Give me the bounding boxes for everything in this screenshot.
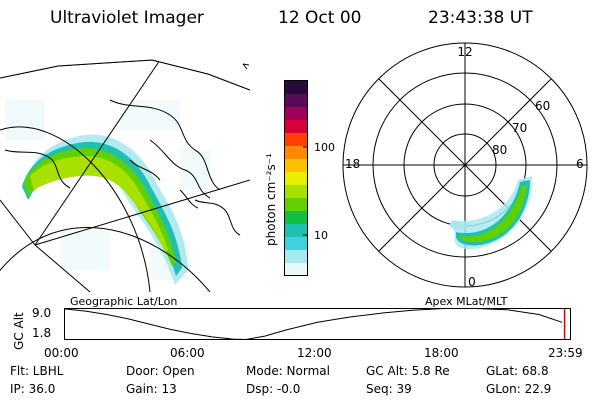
aurora-band-mid	[22, 141, 182, 276]
aurora-spot	[450, 221, 466, 229]
geographic-aurora-image	[0, 59, 250, 292]
mlt-label-0: 0	[468, 275, 476, 289]
colorbar-segment	[285, 237, 307, 251]
colorbar-unit-label: photon cm⁻²s⁻¹	[264, 153, 278, 246]
colorbar-segment	[285, 172, 307, 186]
colorbar-segment	[285, 250, 307, 264]
info-glat: GLat: 68.8	[486, 364, 549, 378]
info-mode: Mode: Normal	[246, 364, 330, 378]
info-ip: IP: 36.0	[10, 382, 56, 396]
info-filter: Flt: LBHL	[10, 364, 64, 378]
info-dsp: Dsp: -0.0	[246, 382, 301, 396]
coastlines	[4, 99, 241, 236]
altitude-plot	[64, 308, 571, 341]
colorbar-segment	[285, 120, 307, 134]
observation-time: 23:43:38 UT	[428, 8, 533, 28]
aurora-band-outer	[22, 134, 188, 285]
instrument-title: Ultraviolet Imager	[50, 8, 204, 28]
aurora-band-core	[24, 148, 176, 266]
observation-date: 12 Oct 00	[278, 8, 362, 28]
mlt-label-12: 12	[457, 45, 472, 59]
info-seq: Seq: 39	[366, 382, 412, 396]
aurora-band-bright	[30, 156, 168, 252]
altitude-ytick-min: 1.8	[32, 326, 52, 340]
colorbar-segment	[285, 185, 307, 199]
info-glon: GLon: 22.9	[486, 382, 552, 396]
colorbar-segment	[285, 263, 307, 276]
colorbar-segment	[285, 81, 307, 95]
colorbar-tick-100: 100	[314, 141, 335, 154]
mlt-label-18: 18	[345, 157, 360, 171]
left-image-caption: Geographic Lat/Lon	[70, 295, 178, 308]
altitude-xtick-1: 06:00	[170, 346, 205, 360]
colorbar-segment	[285, 146, 307, 160]
colorbar-segment	[285, 94, 307, 108]
north-arrow-icon	[242, 63, 250, 70]
right-image-caption: Apex MLat/MLT	[425, 295, 508, 308]
magnetic-polar-plot: 12 0 18 6 60 70 80	[342, 42, 588, 289]
colorbar-segment	[285, 159, 307, 173]
altitude-xtick-3: 18:00	[424, 346, 459, 360]
aurora-oval-core	[460, 185, 527, 243]
altitude-xtick-4: 23:59	[548, 346, 583, 360]
mlat-label-60: 60	[535, 99, 550, 113]
altitude-xtick-2: 12:00	[297, 346, 332, 360]
color-scale-bar	[284, 80, 308, 276]
colorbar-segment	[285, 107, 307, 121]
info-gain: Gain: 13	[126, 382, 177, 396]
colorbar-segment	[285, 224, 307, 238]
colorbar-tick-10: 10	[314, 229, 328, 242]
altitude-xtick-0: 00:00	[44, 346, 79, 360]
mlt-label-6: 6	[576, 157, 584, 171]
colorbar-segment	[285, 198, 307, 212]
altitude-ytick-max: 9.0	[32, 306, 52, 320]
colorbar-segment	[285, 133, 307, 147]
aurora-oval-outer	[452, 176, 533, 250]
colorbar-segment	[285, 211, 307, 225]
mlat-label-80: 80	[492, 143, 507, 157]
mlat-label-70: 70	[512, 121, 527, 135]
info-door: Door: Open	[126, 364, 195, 378]
info-gc-alt: GC Alt: 5.8 Re	[366, 364, 450, 378]
altitude-series-line	[64, 308, 563, 341]
altitude-ylabel: GC Alt	[12, 312, 26, 350]
